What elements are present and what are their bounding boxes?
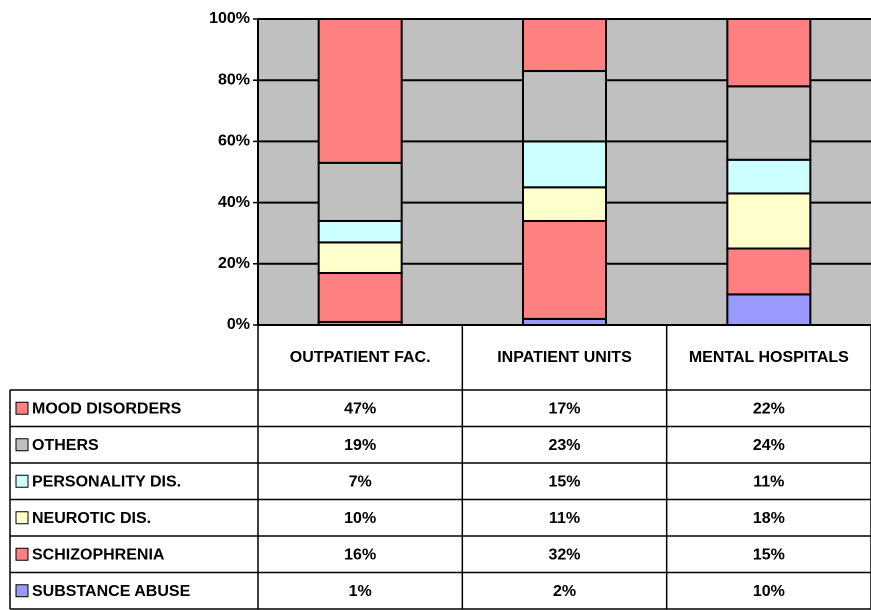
bar-segment xyxy=(522,140,607,189)
bar-segment xyxy=(317,18,403,164)
data-label: 1% xyxy=(349,583,372,600)
bar-segment xyxy=(522,219,607,320)
data-label: 11% xyxy=(549,510,580,527)
data-label: 32% xyxy=(548,546,580,563)
y-tick-label: 80% xyxy=(218,71,250,88)
bar-segment xyxy=(726,192,812,250)
bar-segment xyxy=(726,85,812,161)
data-label: 17% xyxy=(548,400,580,417)
bar-segment xyxy=(522,186,607,222)
data-label: 15% xyxy=(548,473,580,490)
data-label: 2% xyxy=(553,583,576,600)
legend-label: OTHERS xyxy=(32,437,99,454)
data-label: 18% xyxy=(753,510,785,527)
data-label: 15% xyxy=(753,546,785,563)
legend-key xyxy=(15,438,29,452)
legend-label: SUBSTANCE ABUSE xyxy=(32,583,191,600)
y-tick-label: 100% xyxy=(209,10,250,27)
legend-label: MOOD DISORDERS xyxy=(32,400,182,417)
data-label: 10% xyxy=(753,583,785,600)
bar-segment xyxy=(726,18,812,88)
data-label: 11% xyxy=(753,473,784,490)
y-tick-label: 0% xyxy=(227,316,250,333)
data-label: 24% xyxy=(753,437,785,454)
bar-segment xyxy=(317,271,403,323)
bar-segment xyxy=(522,18,607,73)
data-label: 47% xyxy=(344,400,376,417)
bar-segment xyxy=(726,293,812,326)
legend-label: PERSONALITY DIS. xyxy=(32,473,181,490)
legend-key xyxy=(15,511,29,525)
data-label: 19% xyxy=(344,437,376,454)
y-tick-label: 40% xyxy=(218,194,250,211)
legend-key xyxy=(15,547,29,561)
bar-segment xyxy=(317,241,403,274)
bar-segment xyxy=(726,158,812,195)
data-label: 23% xyxy=(548,437,580,454)
legend-key xyxy=(15,474,29,488)
data-label: 16% xyxy=(344,546,376,563)
legend-label: NEUROTIC DIS. xyxy=(32,510,151,527)
x-tick-label: OUTPATIENT FAC. xyxy=(289,348,431,366)
legend-key xyxy=(15,584,29,598)
y-tick-label: 60% xyxy=(218,133,250,150)
bar-segment xyxy=(522,70,607,143)
y-tick-label: 20% xyxy=(218,255,250,272)
legend-label: SCHIZOPHRENIA xyxy=(32,546,165,563)
data-label: 7% xyxy=(349,473,372,490)
data-label: 10% xyxy=(344,510,376,527)
x-tick-label: MENTAL HOSPITALS xyxy=(688,348,849,366)
legend-key xyxy=(15,401,29,415)
bar-segment xyxy=(726,247,812,296)
bar-segment xyxy=(317,219,403,244)
x-tick-label: INPATIENT UNITS xyxy=(497,348,632,366)
data-label: 22% xyxy=(753,400,785,417)
bar-segment xyxy=(317,161,403,222)
